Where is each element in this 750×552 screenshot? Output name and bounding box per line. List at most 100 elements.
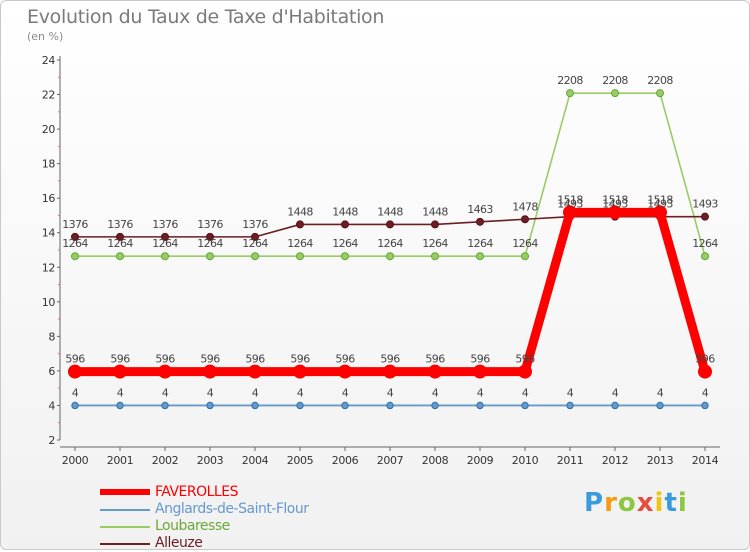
data-label: 596 [335, 353, 355, 366]
data-point [296, 220, 304, 229]
y-tick-label: 22 [42, 89, 55, 102]
data-point [386, 220, 394, 229]
x-tick-label: 2004 [242, 454, 269, 467]
data-point [476, 217, 484, 226]
data-label: 1448 [287, 205, 313, 218]
data-point [116, 232, 124, 241]
data-point [161, 232, 169, 241]
data-point [608, 205, 622, 220]
data-point [338, 364, 352, 379]
data-point [476, 252, 484, 261]
data-point [158, 364, 172, 379]
data-point [203, 364, 217, 379]
data-point [521, 215, 529, 224]
data-label: 4 [207, 386, 214, 399]
data-point [386, 252, 394, 261]
y-tick-label: 4 [48, 399, 55, 412]
data-label: 1448 [377, 205, 403, 218]
data-label: 1478 [512, 200, 538, 213]
data-label: 596 [515, 353, 535, 366]
data-point [431, 252, 439, 261]
data-label: 596 [110, 353, 130, 366]
data-point [431, 220, 439, 229]
legend-swatch [100, 509, 150, 511]
data-point [116, 252, 124, 261]
data-point [341, 220, 349, 229]
logo-letter: x [636, 488, 655, 518]
legend-label: Alleuze [155, 535, 203, 551]
data-label: 4 [612, 386, 619, 399]
data-label: 1264 [692, 237, 718, 250]
logo-letter: i [654, 488, 665, 518]
data-label: 596 [380, 353, 400, 366]
y-tick-label: 12 [42, 261, 55, 274]
data-point [566, 89, 574, 98]
data-label: 1376 [197, 218, 223, 231]
data-point [383, 364, 397, 379]
series-line-Loubaresse [75, 92, 706, 258]
data-label: 1493 [557, 198, 583, 211]
data-point [113, 364, 127, 379]
data-point [161, 401, 169, 410]
y-tick-label: 14 [42, 227, 56, 240]
data-label: 4 [657, 386, 664, 399]
data-point [473, 364, 487, 379]
data-point [431, 401, 439, 410]
data-point [341, 252, 349, 261]
data-point [611, 401, 619, 410]
data-label: 1264 [287, 237, 313, 250]
data-label: 596 [290, 353, 310, 366]
data-label: 4 [387, 386, 394, 399]
x-tick-label: 2009 [467, 454, 494, 467]
data-label: 4 [522, 386, 529, 399]
data-point [293, 364, 307, 379]
legend-swatch [100, 543, 150, 545]
legend-swatch [100, 526, 150, 528]
data-label: 1376 [242, 218, 268, 231]
data-label: 4 [117, 386, 124, 399]
x-tick-label: 2002 [152, 454, 178, 467]
legend-label: Anglards-de-Saint-Flour [155, 501, 309, 517]
data-point [566, 401, 574, 410]
data-label: 2208 [557, 74, 583, 87]
data-point [206, 401, 214, 410]
y-tick-label: 2 [48, 434, 55, 447]
data-point [341, 401, 349, 410]
data-label: 596 [155, 353, 175, 366]
data-point [71, 401, 79, 410]
data-label: 4 [342, 386, 349, 399]
x-tick-label: 2013 [647, 454, 674, 467]
data-label: 1264 [332, 237, 358, 250]
chart-unit-label: (en %) [27, 30, 64, 43]
x-tick-label: 2006 [332, 454, 359, 467]
y-tick-label: 20 [42, 123, 56, 136]
data-point [521, 252, 529, 261]
data-point [71, 252, 79, 261]
logo-letter: t [664, 488, 678, 518]
y-tick-label: 16 [42, 192, 56, 205]
proxiti-logo: Proxiti [584, 488, 688, 518]
data-point [251, 232, 259, 241]
data-point [386, 401, 394, 410]
data-point [296, 401, 304, 410]
data-point [698, 364, 712, 379]
data-point [68, 364, 82, 379]
data-label: 1518 [557, 193, 583, 206]
data-point [701, 401, 709, 410]
data-label: 1463 [467, 203, 493, 216]
data-point [701, 212, 709, 221]
data-point [248, 364, 262, 379]
data-label: 1264 [197, 237, 223, 250]
data-label: 4 [252, 386, 259, 399]
data-label: 1264 [512, 237, 538, 250]
data-point [251, 401, 259, 410]
data-point [206, 252, 214, 261]
data-label: 596 [245, 353, 265, 366]
data-label: 1376 [107, 218, 133, 231]
data-label: 1376 [152, 218, 178, 231]
chart-title: Evolution du Taux de Taxe d'Habitation [27, 6, 385, 28]
x-tick-label: 2011 [557, 454, 583, 467]
data-point [428, 364, 442, 379]
data-label: 2208 [647, 74, 673, 87]
